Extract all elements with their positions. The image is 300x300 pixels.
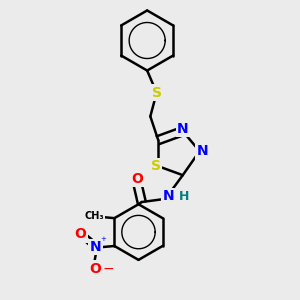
Text: O: O bbox=[74, 227, 86, 241]
Text: N: N bbox=[163, 189, 174, 203]
Text: N: N bbox=[196, 144, 208, 158]
Text: S: S bbox=[151, 159, 161, 173]
Text: N: N bbox=[90, 240, 101, 254]
Text: S: S bbox=[152, 86, 162, 100]
Text: N: N bbox=[177, 122, 189, 136]
Text: O: O bbox=[89, 262, 101, 276]
Text: H: H bbox=[179, 190, 189, 203]
Text: −: − bbox=[102, 262, 114, 276]
Text: +: + bbox=[100, 236, 106, 242]
Text: CH₃: CH₃ bbox=[84, 211, 104, 221]
Text: O: O bbox=[131, 172, 143, 186]
